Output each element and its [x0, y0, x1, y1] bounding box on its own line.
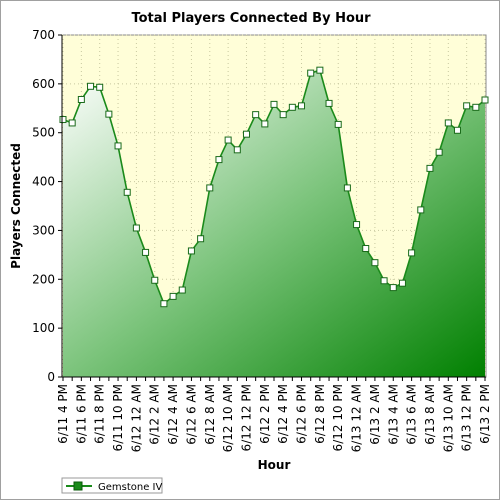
y-tick-label: 100 — [32, 321, 55, 335]
data-point — [270, 100, 278, 108]
x-tick-label: 6/13 10 AM — [441, 384, 455, 452]
x-tick-label: 6/12 4 PM — [276, 384, 290, 444]
chart-title: Total Players Connected By Hour — [131, 11, 371, 26]
data-point — [288, 103, 296, 111]
data-point — [298, 102, 306, 110]
data-point — [389, 284, 397, 292]
x-tick-label: 6/12 8 AM — [203, 384, 217, 445]
y-tick-label: 300 — [32, 223, 55, 237]
x-tick-label: 6/12 12 AM — [129, 384, 143, 452]
data-point — [224, 136, 232, 144]
x-axis-title: Hour — [258, 458, 291, 472]
data-point — [481, 96, 489, 104]
x-tick-label: 6/12 12 PM — [239, 384, 253, 451]
x-tick-label: 6/13 2 AM — [368, 384, 382, 445]
y-tick-label: 700 — [32, 28, 55, 42]
data-point — [417, 206, 425, 214]
data-point — [463, 102, 471, 110]
legend-swatch — [73, 481, 83, 491]
x-tick-label: 6/12 8 PM — [313, 384, 327, 444]
data-point — [169, 292, 177, 300]
x-tick-label: 6/11 4 PM — [56, 384, 70, 444]
x-tick-label: 6/12 6 AM — [184, 384, 198, 445]
y-tick-label: 500 — [32, 126, 55, 140]
data-point — [68, 119, 76, 127]
data-point — [316, 66, 324, 74]
x-tick-label: 6/13 8 AM — [423, 384, 437, 445]
data-point — [187, 247, 195, 255]
data-point — [398, 279, 406, 287]
y-tick-label: 600 — [32, 77, 55, 91]
y-tick-label: 200 — [32, 272, 55, 286]
data-point — [435, 148, 443, 156]
x-tick-label: 6/11 10 PM — [111, 384, 125, 451]
data-point — [160, 300, 168, 308]
data-point — [325, 99, 333, 107]
x-tick-label: 6/13 4 AM — [386, 384, 400, 445]
data-point — [132, 224, 140, 232]
data-point — [472, 103, 480, 111]
data-point — [178, 286, 186, 294]
data-point — [151, 276, 159, 284]
data-point — [252, 111, 260, 119]
data-point — [215, 156, 223, 164]
y-tick-label: 0 — [47, 370, 55, 384]
data-point — [59, 116, 67, 124]
legend-label: Gemstone IV — [98, 482, 163, 493]
data-point — [343, 184, 351, 192]
x-tick-label: 6/12 10 PM — [331, 384, 345, 451]
data-point — [142, 248, 150, 256]
data-point — [87, 82, 95, 90]
data-point — [426, 164, 434, 172]
x-tick-label: 6/12 4 AM — [166, 384, 180, 445]
data-point — [233, 146, 241, 154]
data-point — [77, 95, 85, 103]
data-point — [371, 259, 379, 267]
x-tick-label: 6/12 2 AM — [148, 384, 162, 445]
data-point — [279, 111, 287, 119]
legend-box — [61, 477, 163, 494]
data-point — [105, 110, 113, 118]
data-point — [123, 188, 131, 196]
y-tick-label: 400 — [32, 175, 55, 189]
data-point — [444, 119, 452, 127]
x-tick-label: 6/11 6 PM — [74, 384, 88, 444]
legend: Gemstone IV — [61, 477, 163, 494]
x-tick-label: 6/11 8 PM — [93, 384, 107, 444]
data-point — [362, 245, 370, 253]
x-tick-label: 6/13 6 AM — [405, 384, 419, 445]
x-tick-label: 6/12 2 PM — [258, 384, 272, 444]
data-point — [307, 69, 315, 77]
data-point — [261, 120, 269, 128]
data-point — [242, 130, 250, 138]
x-tick-label: 6/12 10 AM — [221, 384, 235, 452]
data-point — [453, 126, 461, 134]
data-point — [114, 142, 122, 150]
y-axis-title: Players Connected — [9, 143, 23, 269]
data-point — [353, 221, 361, 229]
data-point — [197, 235, 205, 243]
x-tick-label: 6/12 6 PM — [295, 384, 309, 444]
data-point — [206, 184, 214, 192]
x-tick-label: 6/13 2 PM — [478, 384, 492, 444]
data-point — [96, 83, 104, 91]
data-point — [408, 249, 416, 257]
data-point — [334, 120, 342, 128]
x-tick-label: 6/13 12 AM — [350, 384, 364, 452]
x-tick-label: 6/13 12 PM — [460, 384, 474, 451]
data-point — [380, 277, 388, 285]
